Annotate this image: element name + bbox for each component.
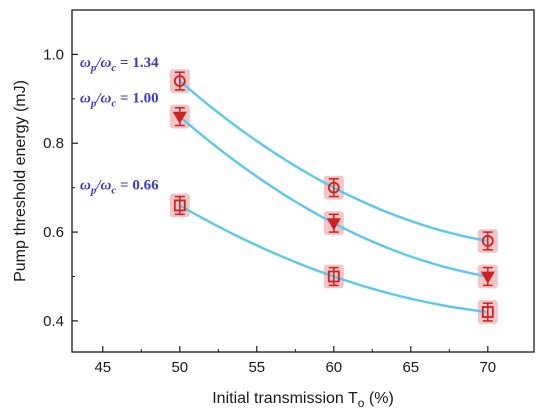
- x-tick-label: 70: [479, 359, 496, 376]
- data-point-square: [327, 270, 340, 283]
- data-point-triangle: [480, 271, 495, 284]
- ratio-label-part: ω: [80, 55, 91, 71]
- ratio-label-part: ω: [80, 177, 91, 193]
- data-point-square: [481, 306, 494, 318]
- y-tick-label: 0.8: [43, 135, 64, 152]
- ratio-label-part: p: [90, 184, 97, 196]
- ratio-label-part: /: [95, 55, 102, 71]
- ratio-label-part: = 1.00: [116, 91, 158, 107]
- data-point-triangle: [172, 111, 187, 124]
- error-bar-layer: [174, 71, 493, 322]
- ratio-label-part: ω: [101, 55, 112, 71]
- data-point-triangle: [326, 218, 341, 231]
- tick-layer: 45 50 55 60 65 70 0.4 0.6 0.8 1.0: [43, 46, 496, 376]
- y-tick-label: 0.6: [43, 224, 64, 241]
- ratio-label-part: c: [111, 62, 116, 74]
- x-axis-title: Initial transmission To (%): [212, 390, 394, 410]
- ratio-label-part: p: [90, 98, 97, 110]
- ratio-label-part: c: [111, 98, 116, 110]
- ratio-label-part: = 0.66: [116, 177, 159, 193]
- data-point-circle: [173, 75, 186, 87]
- x-tick-label: 65: [402, 359, 419, 376]
- data-point-circle: [481, 235, 494, 247]
- marker-layer: [172, 75, 495, 318]
- data-point-square: [173, 199, 186, 212]
- ratio-label-part: ω: [101, 91, 112, 107]
- ratio-label-part: ω: [80, 91, 91, 107]
- ratio-label-series-1: ωp/ωc = 1.00: [80, 91, 159, 110]
- y-tick-label: 0.4: [43, 313, 64, 330]
- x-axis-title-main: Initial transmission T: [212, 390, 358, 407]
- x-tick-label: 55: [248, 359, 265, 376]
- x-tick-label: 45: [94, 359, 111, 376]
- ratio-label-part: /: [95, 177, 102, 193]
- y-axis-title: Pump threshold energy (mJ): [12, 80, 29, 282]
- x-tick-label: 50: [171, 359, 188, 376]
- ratio-label-part: ω: [101, 177, 112, 193]
- x-axis-title-subscript: o: [358, 396, 365, 410]
- x-tick-label: 60: [325, 359, 342, 376]
- y-tick-label: 1.0: [43, 46, 64, 63]
- ratio-label-series-2: ωp/ωc = 0.66: [80, 177, 159, 196]
- ratio-label-part: /: [95, 91, 102, 107]
- ratio-label-part: c: [111, 184, 116, 196]
- ratio-label-series-0: ωp/ωc = 1.34: [80, 55, 159, 74]
- plot-frame: [71, 9, 535, 353]
- ratio-label-part: = 1.34: [116, 55, 159, 71]
- data-point-circle: [327, 181, 340, 194]
- x-axis-title-unit: (%): [364, 390, 393, 407]
- ratio-label-part: p: [90, 62, 97, 74]
